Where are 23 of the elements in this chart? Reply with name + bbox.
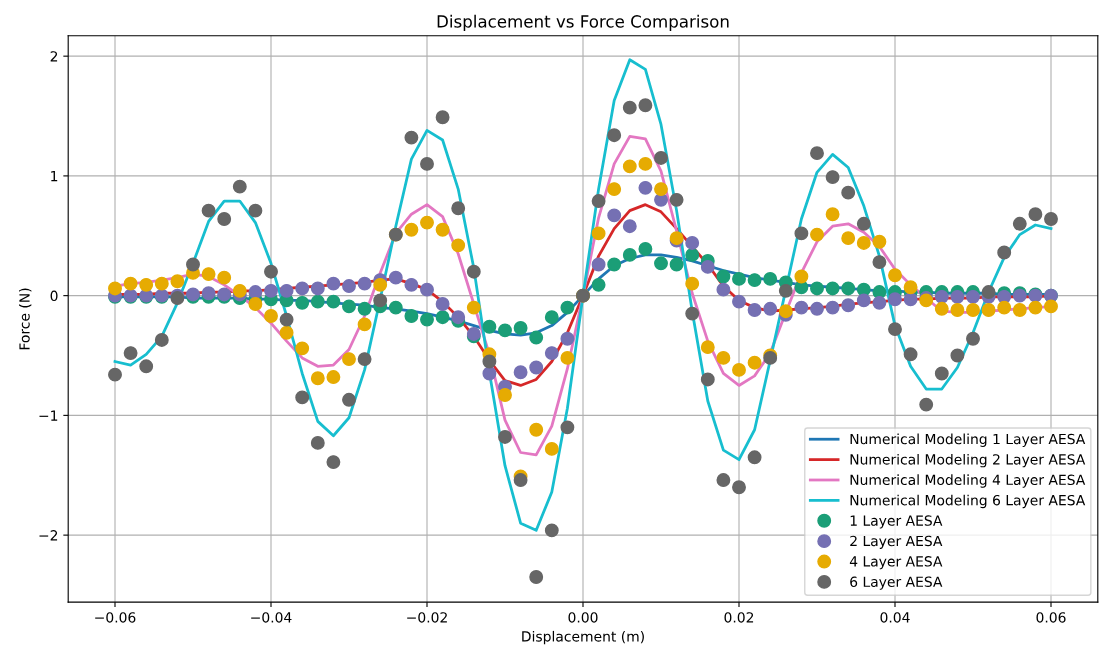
legend-label: 6 Layer AESA bbox=[850, 576, 943, 590]
y-tick-label: 1 bbox=[51, 171, 58, 182]
x-tick-label: −0.04 bbox=[251, 612, 292, 623]
legend-label: Numerical Modeling 2 Layer AESA bbox=[850, 453, 1086, 468]
legend-label: Numerical Modeling 4 Layer AESA bbox=[850, 474, 1086, 488]
legend-label: 4 Layer AESA bbox=[849, 556, 943, 570]
x-tick-label: −0.06 bbox=[95, 612, 136, 623]
legend-label: Numerical Modeling 1 Layer AESA bbox=[850, 433, 1086, 447]
x-tick-label: 0.02 bbox=[724, 612, 754, 623]
y-tick-label: −1 bbox=[39, 410, 58, 421]
chart-title: Displacement vs Force Comparison bbox=[437, 14, 729, 31]
legend-label: 1 Layer AESA bbox=[850, 515, 943, 529]
x-tick-label: −0.02 bbox=[407, 612, 447, 623]
x-tick-label: 0.00 bbox=[568, 612, 598, 623]
y-axis-title: Force (N) bbox=[19, 288, 32, 350]
y-tick-label: 2 bbox=[50, 51, 58, 62]
y-tick-label: 0 bbox=[50, 290, 58, 302]
x-tick-label: 0.04 bbox=[880, 612, 910, 623]
legend-label: Numerical Modeling 6 Layer AESA bbox=[850, 494, 1086, 509]
x-tick-label: 0.06 bbox=[1036, 612, 1066, 623]
y-tick-label: −2 bbox=[39, 530, 58, 541]
x-axis-title: Displacement (m) bbox=[522, 630, 644, 645]
legend-label: 2 Layer AESA bbox=[850, 535, 943, 549]
